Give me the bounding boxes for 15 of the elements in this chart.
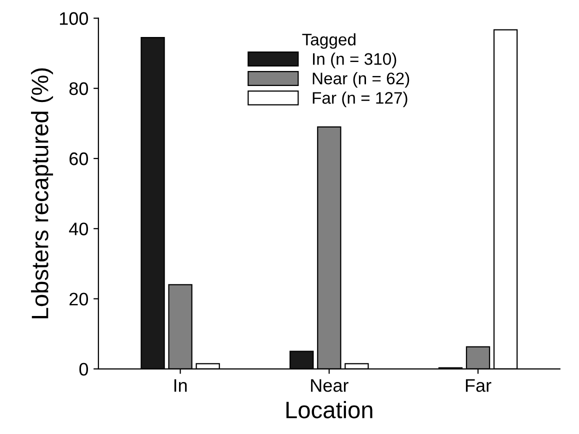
y-axis-title: Lobsters recaptured (%): [31, 68, 54, 318]
y-tick-label: 20: [70, 292, 88, 306]
x-tick-label: Far: [466, 379, 492, 392]
x-axis-title: Location: [286, 401, 372, 418]
legend-label: Far (n = 127): [312, 92, 408, 108]
y-tick-label: 80: [69, 82, 88, 96]
x-tick-label: In: [174, 379, 187, 392]
x-tick-label: Near: [311, 379, 348, 392]
legend-label: Near (n = 62): [312, 72, 410, 88]
y-tick-label: 0: [79, 362, 88, 376]
y-tick-label: 40: [69, 222, 88, 236]
legend-label: In (n = 310): [313, 52, 396, 68]
y-tick-label: 100: [60, 12, 88, 25]
y-tick-label: 60: [70, 152, 88, 166]
legend-title: Tagged: [302, 33, 356, 49]
